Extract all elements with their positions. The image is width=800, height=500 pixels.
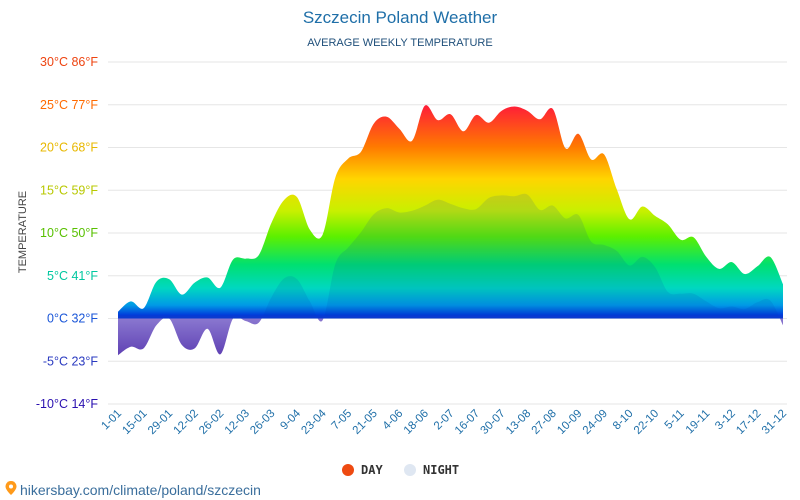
- x-tick-label: 16-07: [453, 408, 482, 437]
- x-tick-label: 23-04: [299, 407, 329, 437]
- x-tick-label: 12-03: [223, 408, 252, 437]
- source-text: hikersbay.com/climate/poland/szczecin: [20, 482, 261, 498]
- night-series-area: [164, 193, 780, 318]
- x-tick-label: 18-06: [402, 408, 431, 437]
- legend-item-day[interactable]: DAY: [342, 463, 383, 477]
- y-tick-label: 20°C 68°F: [40, 141, 98, 155]
- x-tick-label: 26-03: [248, 408, 277, 437]
- y-tick-label: 25°C 77°F: [40, 98, 98, 112]
- x-tick-label: 29-01: [146, 408, 175, 437]
- legend: DAY NIGHT: [342, 463, 459, 477]
- y-tick-label: -5°C 23°F: [43, 354, 99, 368]
- chart-subtitle: AVERAGE WEEKLY TEMPERATURE: [307, 37, 492, 49]
- x-tick-label: 24-09: [581, 408, 610, 437]
- chart-title: Szczecin Poland Weather: [303, 8, 498, 27]
- night-below-zero-area: [118, 318, 783, 356]
- legend-night-marker: [404, 464, 416, 476]
- legend-day-marker: [342, 464, 354, 476]
- y-axis-label: TEMPERATURE: [17, 191, 29, 273]
- legend-item-night[interactable]: NIGHT: [404, 463, 459, 477]
- x-tick-label: 31-12: [760, 408, 789, 437]
- x-tick-label: 15-01: [120, 408, 149, 437]
- legend-night-label: NIGHT: [423, 463, 459, 477]
- y-tick-label: 0°C 32°F: [47, 312, 98, 326]
- x-tick-label: 21-05: [351, 408, 380, 437]
- y-axis-ticks: 30°C 86°F 25°C 77°F 20°C 68°F 15°C 59°F 10°C…: [36, 55, 98, 411]
- y-tick-label: -10°C 14°F: [36, 397, 98, 411]
- x-tick-label: 13-08: [504, 408, 533, 437]
- y-tick-label: 30°C 86°F: [40, 55, 98, 69]
- y-tick-label: 10°C 50°F: [40, 226, 98, 240]
- y-tick-label: 5°C 41°F: [47, 269, 98, 283]
- temperature-areas: [118, 105, 783, 356]
- x-tick-label: 12-02: [172, 408, 201, 437]
- x-tick-label: 26-02: [197, 408, 226, 437]
- day-series-area: [118, 105, 783, 318]
- x-tick-label: 17-12: [734, 408, 763, 437]
- y-tick-label: 15°C 59°F: [40, 183, 98, 197]
- x-tick-label: 30-07: [478, 408, 507, 437]
- x-tick-label: 22-10: [632, 408, 661, 437]
- x-tick-label: 27-08: [530, 408, 559, 437]
- legend-day-label: DAY: [361, 463, 383, 477]
- source-link[interactable]: hikersbay.com/climate/poland/szczecin: [5, 481, 261, 498]
- x-tick-label: 19-11: [684, 408, 713, 437]
- x-tick-label: 10-09: [555, 408, 584, 437]
- location-pin-icon: [5, 481, 17, 495]
- zero-baseline: [118, 315, 783, 319]
